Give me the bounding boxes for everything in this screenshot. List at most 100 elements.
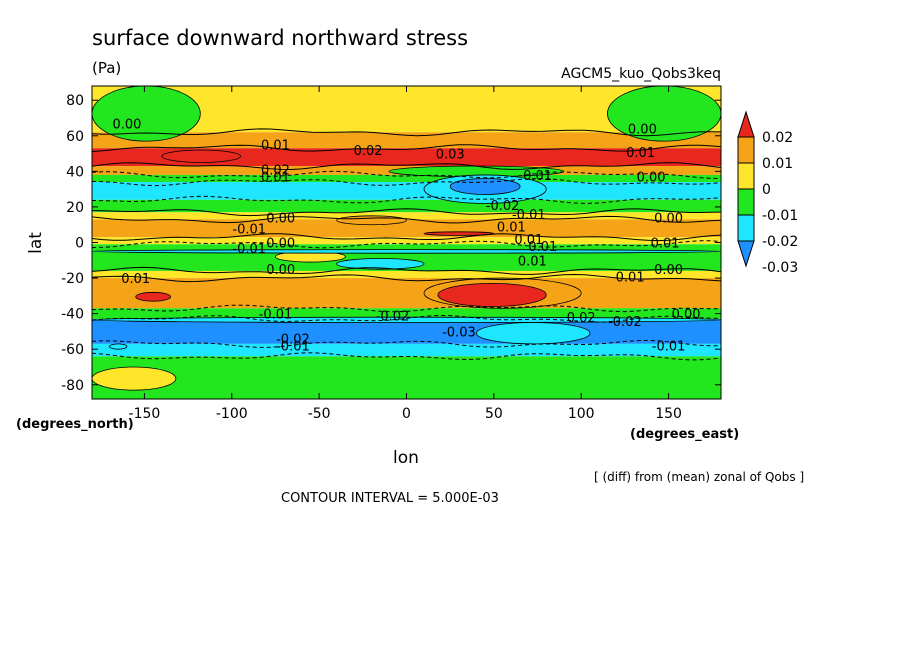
contour-line-7 [92,208,721,217]
band-16 [92,356,721,399]
contour-label-9: 0.01 [523,169,552,184]
y-tick-label-7: -60 [61,342,84,358]
contour-line-3 [92,162,721,171]
band-2 [92,148,721,167]
band-9 [92,237,721,245]
colorbar-label-1: 0.01 [762,156,793,172]
band-6 [92,199,721,213]
contour-label-2: 0.02 [354,144,383,159]
colorbar-label-2: 0 [762,182,771,198]
contour-label-7: 0.01 [626,146,655,161]
colorbar-box-1 [737,136,755,164]
contour-label-31: -0.02 [276,333,310,348]
x-tick-label-3: 0 [402,406,411,422]
colorbar-box-3 [737,188,755,216]
patch-11 [437,283,547,307]
contour-label-21: 0.01 [518,254,547,269]
contour-label-1: 0.01 [261,139,290,154]
band-14 [92,318,721,344]
patch-15 [109,343,128,350]
contour-label-13: -0.01 [232,222,266,237]
contour-label-28: -0.02 [608,315,642,330]
contour-label-4: 0.02 [261,164,290,179]
contour-label-19: -0.01 [232,242,266,257]
contour-line-14 [92,315,721,323]
colorbar-box-2 [737,162,755,190]
contour-label-16: 0.01 [514,233,543,248]
contour-label-15: 0.01 [497,220,526,235]
y-tick-label-0: 80 [66,93,84,109]
contour-line-4 [92,170,721,179]
contour-label-17: 0.01 [528,240,557,255]
contour-interval: CONTOUR INTERVAL = 5.000E-03 [281,491,499,506]
y-axis: 80 60 40 20 0 -20 -40 -60 -80 [61,93,721,394]
plot-area: 0.000.01 0.02 0.030.020.010.000.010.000.01… [92,86,721,399]
contour-line-9 [92,233,721,242]
band-11 [92,270,721,279]
contour-line-1 [92,128,721,137]
contour-label-5: 0.01 [261,171,290,186]
contour-line-2 [92,144,721,153]
contour-label-18: 0.00 [266,237,295,252]
contour-line-15 [92,339,721,348]
x-tick-label-5: 100 [568,406,595,422]
contour-label-29: -0.01 [259,308,293,323]
x-tick-label-4: 50 [485,406,503,422]
contour-label-20: 0.01 [651,237,680,252]
contour-line-10 [92,240,721,249]
patch-1 [607,86,721,142]
contour-line-5 [92,178,721,187]
contour-label-30: -0.03 [442,325,476,340]
x-axis-label: lon [393,448,419,468]
x-axis-units: (degrees_east) [630,427,739,442]
band-7 [92,212,721,220]
colorbar-label-5: -0.03 [762,260,798,276]
contour-label-10: -0.02 [486,199,520,214]
contour-label-24: 0.01 [121,272,150,287]
patch-2 [161,149,241,163]
contour-line-12 [92,273,721,283]
contour-line-8 [92,215,721,224]
y-axis-label: lat [26,232,46,254]
y-tick-label-2: 40 [66,164,84,180]
colorbar-label-3: -0.01 [762,208,798,224]
contour-label-34: 0.00 [672,308,701,323]
band-5 [92,182,721,200]
colorbar-label-0: 0.02 [762,130,793,146]
colorbar-label-4: -0.02 [762,234,798,250]
contour-label-23: 0.00 [654,263,683,278]
patch-9 [336,258,425,270]
contour-label-14: 0.00 [654,212,683,227]
x-axis: -150 -100 -50 0 50 100 150 [129,86,682,422]
band-13 [92,308,721,319]
colorbar: 0.02 0.01 0 -0.01 -0.02 -0.03 [737,110,798,276]
contour-line-16 [92,352,721,361]
contour-label-8: 0.00 [637,171,666,186]
y-tick-label-5: -20 [61,271,84,287]
x-tick-label-2: -50 [308,406,331,422]
patch-12 [135,291,172,302]
y-axis-units: (degrees_north) [16,417,134,432]
colorbar-box-4 [737,214,755,242]
chart-units: (Pa) [92,59,121,77]
contour-label-26: -0.02 [376,309,410,324]
y-tick-label-4: 0 [75,236,84,252]
contour-label-11: -0.01 [512,208,546,223]
contour-label-3: 0.03 [436,148,465,163]
x-tick-label-0: -150 [129,406,161,422]
y-tick-label-8: -80 [61,378,84,394]
contour-line-11 [92,266,721,275]
diff-note: [ (diff) from (mean) zonal of Qobs ] [594,470,804,484]
x-tick-label-6: 150 [655,406,682,422]
contour-line-6 [92,195,721,204]
contour-label-27: 0.02 [567,311,596,326]
contour-line-13 [92,304,721,313]
y-tick-label-6: -40 [61,307,84,323]
patch-8 [92,249,721,254]
band-4 [92,174,721,183]
patch-5 [449,178,521,195]
contour-label-32: -0.01 [276,340,310,355]
colorbar-top-arrow [737,110,755,138]
band-12 [92,278,721,309]
colorbar-bottom-arrow [737,240,755,268]
